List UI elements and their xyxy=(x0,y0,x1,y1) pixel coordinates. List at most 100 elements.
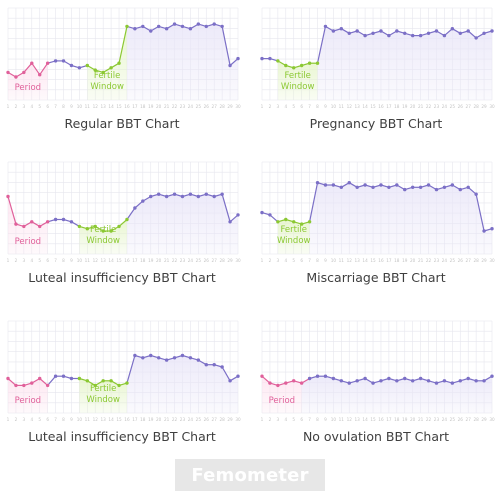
temperature-point xyxy=(490,374,494,378)
temperature-point xyxy=(228,220,232,224)
x-tick-label: 27 xyxy=(466,104,472,109)
temperature-point xyxy=(133,206,137,210)
x-tick-label: 25 xyxy=(450,258,456,263)
x-tick-label: 20 xyxy=(410,258,416,263)
chart-panel-4: 1 2 3 4 5 6 7 8 9 10 11 12 13 14 15 16 17 18 19 20 21 22 23 24 2… xyxy=(256,158,496,308)
x-tick-label: 1 xyxy=(7,258,10,263)
temperature-point xyxy=(141,356,145,360)
x-tick-label: 19 xyxy=(402,417,408,422)
temperature-point xyxy=(490,29,494,33)
temperature-point xyxy=(30,381,34,385)
bbt-chart-6: 1 2 3 4 5 6 7 8 9 10 11 12 13 14 15 16 17 18 19 20 21 22 23 24 2… xyxy=(260,320,495,422)
x-tick-label: 28 xyxy=(219,104,225,109)
temperature-point xyxy=(156,192,161,196)
x-tick-label: 19 xyxy=(148,258,154,263)
x-tick-label: 23 xyxy=(434,417,440,422)
temperature-area xyxy=(126,355,238,413)
temperature-point xyxy=(466,29,470,33)
temperature-point xyxy=(61,374,66,378)
x-tick-label: 7 xyxy=(308,417,311,422)
x-tick-label: 30 xyxy=(235,417,241,422)
temperature-point xyxy=(284,217,288,222)
x-tick-label: 12 xyxy=(93,258,99,263)
x-tick-label: 9 xyxy=(324,258,327,263)
x-tick-label: 12 xyxy=(347,258,353,263)
temperature-point xyxy=(22,383,26,388)
x-tick-label: 14 xyxy=(108,417,114,422)
temperature-point xyxy=(77,66,82,70)
x-tick-label: 13 xyxy=(355,104,361,109)
fertile-window-label: Fertile Window xyxy=(90,71,124,92)
x-tick-label: 5 xyxy=(38,104,41,109)
x-tick-label: 1 xyxy=(261,258,264,263)
temperature-point xyxy=(363,33,367,38)
temperature-point xyxy=(474,36,478,40)
temperature-point xyxy=(236,374,240,378)
x-tick-label: 11 xyxy=(85,417,91,422)
x-tick-label: 13 xyxy=(355,258,361,263)
temperature-area xyxy=(126,194,238,254)
temperature-point xyxy=(164,194,169,199)
temperature-point xyxy=(149,194,153,199)
x-tick-label: 29 xyxy=(227,104,233,109)
x-tick-label: 4 xyxy=(284,417,287,422)
temperature-point xyxy=(442,185,447,189)
temperature-line-segment xyxy=(221,26,231,66)
x-tick-label: 23 xyxy=(434,104,440,109)
x-tick-label: 6 xyxy=(46,104,49,109)
temperature-point xyxy=(307,376,312,381)
temperature-point xyxy=(101,229,105,233)
temperature-point xyxy=(379,29,383,33)
temperature-point xyxy=(109,229,113,233)
temperature-area xyxy=(309,182,492,254)
x-tick-label: 4 xyxy=(284,104,287,109)
temperature-point xyxy=(299,222,304,226)
temperature-point xyxy=(323,183,328,187)
temperature-line-segment xyxy=(221,366,231,382)
x-tick-label: 8 xyxy=(62,104,65,109)
temperature-point xyxy=(188,27,193,31)
temperature-line-segment xyxy=(261,375,271,384)
temperature-point xyxy=(434,187,439,192)
x-tick-label: 16 xyxy=(378,258,384,263)
temperature-point xyxy=(323,24,328,29)
temperature-line-segment xyxy=(269,214,279,223)
temperature-point xyxy=(387,376,391,381)
x-tick-label: 10 xyxy=(331,258,337,263)
temperature-point xyxy=(284,63,288,68)
temperature-point xyxy=(220,24,224,29)
temperature-point xyxy=(85,63,90,68)
temperature-point xyxy=(355,379,359,383)
temperature-point xyxy=(418,33,423,38)
temperature-point xyxy=(188,192,193,196)
x-tick-label: 9 xyxy=(70,417,73,422)
x-tick-label: 21 xyxy=(164,104,170,109)
x-tick-label: 15 xyxy=(370,417,376,422)
x-tick-label: 13 xyxy=(101,104,107,109)
temperature-line-segment xyxy=(229,214,239,223)
temperature-point xyxy=(180,353,185,358)
x-tick-label: 24 xyxy=(188,104,194,109)
temperature-point xyxy=(236,213,240,217)
temperature-point xyxy=(474,192,478,196)
temperature-line-segment xyxy=(118,26,128,64)
bbt-chart-3: 1 2 3 4 5 6 7 8 9 10 11 12 13 14 15 16 17 18 19 20 21 22 23 24 2… xyxy=(6,161,241,263)
x-tick-label: 29 xyxy=(481,417,487,422)
temperature-line-segment xyxy=(134,200,144,209)
x-tick-label: 13 xyxy=(355,417,361,422)
x-tick-label: 30 xyxy=(489,417,495,422)
temperature-point xyxy=(323,374,328,378)
temperature-point xyxy=(426,31,431,35)
temperature-point xyxy=(93,383,97,388)
temperature-point xyxy=(133,27,137,31)
x-tick-label: 14 xyxy=(108,104,114,109)
chart-caption-6: No ovulation BBT Chart xyxy=(302,429,450,444)
temperature-point xyxy=(45,220,50,224)
x-tick-label: 11 xyxy=(339,258,345,263)
x-tick-label: 26 xyxy=(204,417,210,422)
temperature-point xyxy=(6,376,10,381)
x-tick-label: 7 xyxy=(54,258,57,263)
temperature-point xyxy=(61,59,66,63)
temperature-point xyxy=(164,358,169,362)
temperature-point xyxy=(85,227,90,231)
